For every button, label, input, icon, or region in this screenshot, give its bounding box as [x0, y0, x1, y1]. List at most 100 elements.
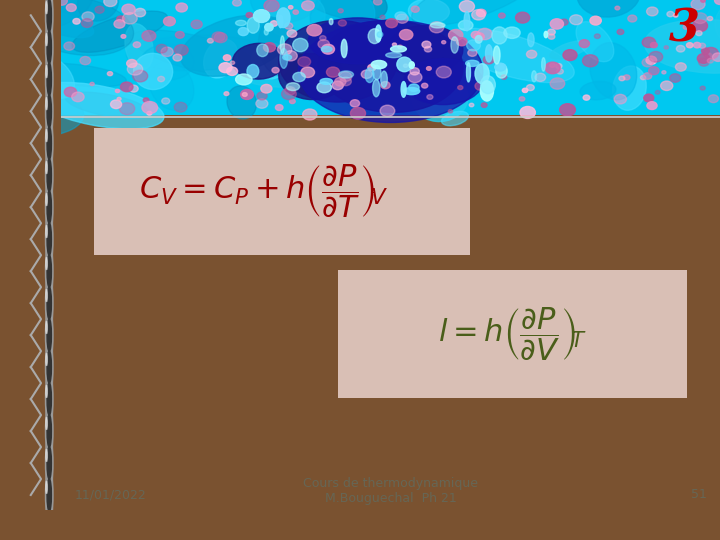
Circle shape [47, 191, 51, 224]
Circle shape [396, 14, 408, 23]
Ellipse shape [279, 21, 397, 102]
Ellipse shape [238, 28, 248, 36]
Circle shape [264, 0, 279, 12]
Ellipse shape [580, 82, 616, 100]
Ellipse shape [126, 35, 265, 71]
Circle shape [135, 8, 145, 17]
Ellipse shape [403, 87, 420, 94]
Circle shape [655, 91, 660, 94]
Ellipse shape [412, 73, 468, 122]
Ellipse shape [264, 29, 269, 35]
Circle shape [640, 76, 646, 80]
Circle shape [45, 321, 48, 334]
Circle shape [47, 63, 51, 96]
Circle shape [301, 67, 315, 78]
Circle shape [392, 43, 397, 46]
Ellipse shape [329, 18, 333, 25]
Circle shape [56, 0, 68, 5]
Circle shape [45, 33, 48, 46]
Ellipse shape [496, 64, 507, 78]
Circle shape [122, 4, 135, 15]
Circle shape [47, 415, 51, 447]
Circle shape [339, 72, 352, 82]
Circle shape [233, 0, 241, 6]
Circle shape [47, 383, 51, 415]
Circle shape [535, 73, 546, 82]
Circle shape [559, 104, 575, 116]
Ellipse shape [317, 82, 331, 93]
Ellipse shape [485, 45, 492, 62]
Ellipse shape [27, 63, 126, 87]
Ellipse shape [372, 60, 387, 69]
Circle shape [45, 385, 48, 397]
Circle shape [147, 111, 152, 115]
Circle shape [45, 147, 53, 203]
Circle shape [127, 59, 137, 68]
Circle shape [257, 92, 267, 100]
Ellipse shape [441, 111, 469, 126]
Circle shape [550, 78, 564, 89]
Ellipse shape [247, 64, 258, 78]
FancyBboxPatch shape [61, 0, 720, 115]
Circle shape [456, 38, 467, 46]
Circle shape [351, 107, 366, 119]
Circle shape [142, 102, 158, 113]
Ellipse shape [401, 82, 406, 97]
Circle shape [557, 69, 563, 74]
Circle shape [240, 90, 253, 99]
Circle shape [703, 48, 719, 59]
Circle shape [307, 24, 322, 36]
Circle shape [289, 99, 295, 104]
Circle shape [368, 64, 376, 71]
Ellipse shape [0, 95, 84, 136]
Circle shape [114, 19, 125, 28]
Ellipse shape [133, 53, 173, 90]
Circle shape [642, 58, 653, 67]
Circle shape [45, 225, 48, 238]
Circle shape [408, 72, 422, 83]
Ellipse shape [544, 31, 548, 38]
Ellipse shape [466, 60, 479, 66]
Circle shape [350, 100, 359, 107]
Circle shape [176, 3, 187, 12]
Ellipse shape [715, 0, 720, 49]
Ellipse shape [293, 38, 308, 52]
Circle shape [548, 29, 555, 35]
Circle shape [261, 84, 272, 93]
Text: 51: 51 [691, 489, 707, 502]
Circle shape [693, 42, 701, 48]
Ellipse shape [444, 28, 575, 83]
Ellipse shape [467, 40, 480, 51]
Circle shape [47, 319, 51, 352]
Circle shape [45, 371, 53, 427]
Circle shape [700, 86, 705, 90]
Circle shape [45, 211, 53, 267]
Circle shape [701, 0, 706, 2]
Ellipse shape [550, 40, 589, 59]
Circle shape [191, 20, 202, 29]
Ellipse shape [276, 8, 290, 28]
Ellipse shape [495, 63, 506, 71]
Ellipse shape [397, 57, 412, 72]
Circle shape [223, 55, 231, 60]
Ellipse shape [279, 15, 283, 28]
Ellipse shape [308, 18, 407, 64]
Circle shape [45, 115, 53, 171]
Circle shape [649, 51, 662, 62]
Ellipse shape [235, 74, 252, 85]
Circle shape [340, 77, 351, 86]
Circle shape [712, 53, 720, 62]
Ellipse shape [279, 53, 344, 99]
Ellipse shape [480, 81, 493, 101]
Circle shape [474, 33, 485, 40]
Circle shape [176, 31, 184, 38]
Circle shape [468, 49, 477, 56]
Circle shape [163, 17, 176, 26]
Ellipse shape [280, 49, 288, 69]
Circle shape [673, 14, 678, 17]
Ellipse shape [251, 43, 290, 79]
Circle shape [45, 0, 53, 43]
Ellipse shape [233, 56, 324, 87]
Ellipse shape [459, 21, 473, 30]
Circle shape [520, 106, 536, 118]
